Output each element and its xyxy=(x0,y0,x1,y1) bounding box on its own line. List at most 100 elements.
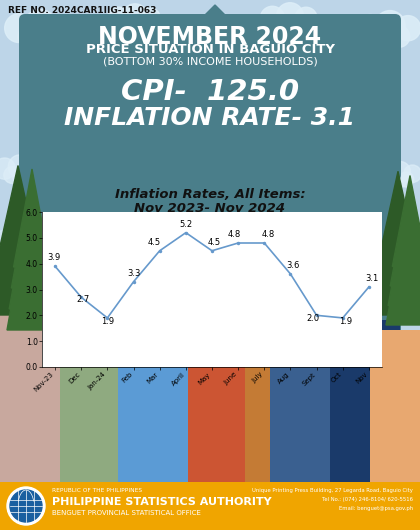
Circle shape xyxy=(282,20,298,37)
Circle shape xyxy=(127,20,143,36)
FancyBboxPatch shape xyxy=(19,14,401,181)
Polygon shape xyxy=(11,176,52,288)
Polygon shape xyxy=(0,165,38,257)
Circle shape xyxy=(13,170,27,184)
Circle shape xyxy=(357,14,384,42)
Polygon shape xyxy=(372,190,420,315)
Circle shape xyxy=(2,237,16,251)
Polygon shape xyxy=(392,175,420,267)
Circle shape xyxy=(392,248,405,261)
Circle shape xyxy=(396,238,414,257)
Polygon shape xyxy=(374,184,420,296)
Text: 2.7: 2.7 xyxy=(76,296,89,304)
FancyBboxPatch shape xyxy=(19,179,401,381)
Circle shape xyxy=(38,25,61,48)
Polygon shape xyxy=(379,171,417,259)
Bar xyxy=(0,482,420,530)
Text: Nov 2023- Nov 2024: Nov 2023- Nov 2024 xyxy=(134,202,286,215)
Circle shape xyxy=(24,10,56,41)
Circle shape xyxy=(295,7,317,30)
Circle shape xyxy=(122,4,147,29)
Circle shape xyxy=(6,228,24,246)
Text: BENGUET PROVINCIAL STATISTICAL OFFICE: BENGUET PROVINCIAL STATISTICAL OFFICE xyxy=(52,510,201,516)
Circle shape xyxy=(381,30,399,48)
Text: Inflation Rates, All Items:: Inflation Rates, All Items: xyxy=(115,188,305,201)
Text: PHILIPPINE STATISTICS AUTHORITY: PHILIPPINE STATISTICS AUTHORITY xyxy=(52,497,272,507)
Circle shape xyxy=(385,241,401,257)
Circle shape xyxy=(30,30,50,49)
Bar xyxy=(0,305,78,485)
Text: CPI-  125.0: CPI- 125.0 xyxy=(121,78,299,106)
Circle shape xyxy=(0,231,11,248)
Circle shape xyxy=(46,15,72,41)
Circle shape xyxy=(5,14,34,42)
Text: 4.8: 4.8 xyxy=(228,230,241,239)
Circle shape xyxy=(377,164,396,183)
Circle shape xyxy=(271,16,291,36)
Polygon shape xyxy=(0,179,43,296)
Circle shape xyxy=(395,15,420,41)
Circle shape xyxy=(404,248,417,261)
Circle shape xyxy=(139,8,160,29)
Text: 3.9: 3.9 xyxy=(47,253,60,262)
Circle shape xyxy=(289,16,307,36)
Circle shape xyxy=(276,3,303,30)
Text: Unique Printing Press Building, 27 Legarda Road, Baguio City: Unique Printing Press Building, 27 Legar… xyxy=(252,488,413,493)
Bar xyxy=(330,320,400,485)
Circle shape xyxy=(118,16,136,34)
Circle shape xyxy=(0,158,15,179)
Text: Email: benguet@psa.gov.ph: Email: benguet@psa.gov.ph xyxy=(339,506,413,511)
Circle shape xyxy=(375,11,405,41)
Bar xyxy=(0,475,420,485)
Circle shape xyxy=(404,165,420,182)
Text: NOVEMBER 2024: NOVEMBER 2024 xyxy=(98,25,322,49)
Text: 1.9: 1.9 xyxy=(101,316,114,325)
Circle shape xyxy=(10,490,42,522)
Circle shape xyxy=(394,175,407,188)
Circle shape xyxy=(9,240,21,251)
Text: PRICE SITUATION IN BAGUIO CITY: PRICE SITUATION IN BAGUIO CITY xyxy=(86,43,334,56)
Bar xyxy=(118,310,203,485)
Polygon shape xyxy=(200,5,230,20)
Text: 3.6: 3.6 xyxy=(286,261,300,270)
Text: 3.3: 3.3 xyxy=(127,269,140,278)
Circle shape xyxy=(8,155,32,179)
Circle shape xyxy=(4,166,21,183)
Text: REF NO. 2024CAR1IIG-11-063: REF NO. 2024CAR1IIG-11-063 xyxy=(8,6,156,15)
Polygon shape xyxy=(377,178,420,278)
Polygon shape xyxy=(388,189,420,305)
Circle shape xyxy=(24,159,44,179)
Circle shape xyxy=(134,16,152,34)
Bar xyxy=(370,330,420,485)
Text: INFLATION RATE- 3.1: INFLATION RATE- 3.1 xyxy=(65,106,355,130)
Text: Tel No.: (074) 246-8104/ 620-5516: Tel No.: (074) 246-8104/ 620-5516 xyxy=(322,497,413,502)
Text: (BOTTOM 30% INCOME HOUSEHOLDS): (BOTTOM 30% INCOME HOUSEHOLDS) xyxy=(102,56,318,66)
Polygon shape xyxy=(0,185,45,315)
Circle shape xyxy=(389,162,410,182)
Circle shape xyxy=(14,237,27,251)
Polygon shape xyxy=(7,190,57,330)
Text: 5.2: 5.2 xyxy=(179,219,192,228)
Circle shape xyxy=(18,25,41,48)
Circle shape xyxy=(408,241,420,257)
Polygon shape xyxy=(390,182,420,286)
Text: 3.1: 3.1 xyxy=(365,274,378,283)
Text: 4.5: 4.5 xyxy=(148,238,161,247)
Circle shape xyxy=(369,25,391,47)
Polygon shape xyxy=(9,183,55,309)
Text: 4.8: 4.8 xyxy=(262,230,275,239)
Polygon shape xyxy=(386,195,420,325)
Circle shape xyxy=(7,487,45,525)
Bar xyxy=(188,280,263,485)
Circle shape xyxy=(18,166,35,183)
Bar xyxy=(245,315,287,485)
Text: 4.5: 4.5 xyxy=(208,238,221,247)
Polygon shape xyxy=(13,169,50,267)
Circle shape xyxy=(18,231,34,246)
Text: 2.0: 2.0 xyxy=(306,314,319,323)
Text: 1.9: 1.9 xyxy=(339,316,352,325)
Bar xyxy=(60,330,135,485)
Bar xyxy=(270,315,350,485)
Circle shape xyxy=(399,250,411,261)
Polygon shape xyxy=(0,172,41,276)
